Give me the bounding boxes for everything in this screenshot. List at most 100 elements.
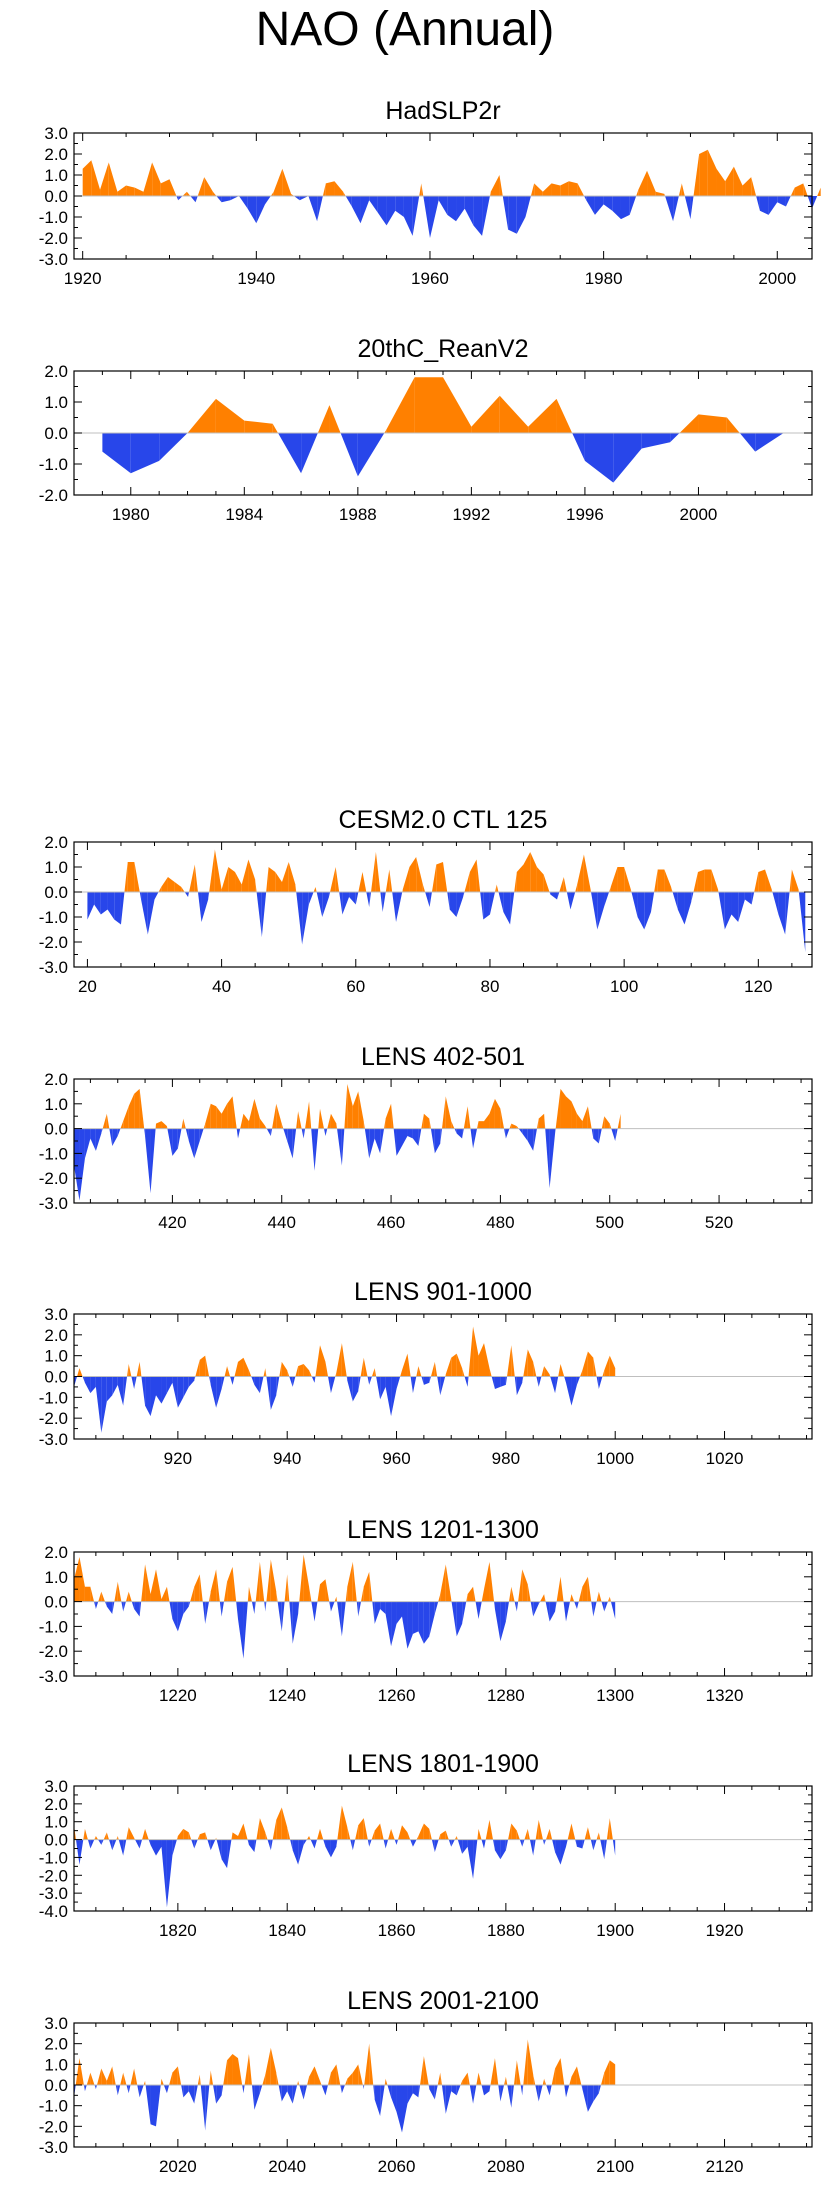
negative-segment (145, 1376, 151, 1417)
positive-segment (391, 1103, 394, 1129)
negative-segment (266, 1376, 271, 1410)
negative-segment (530, 1601, 534, 1617)
positive-segment (467, 2072, 470, 2085)
positive-segment (288, 862, 296, 892)
y-tick-label: -2.0 (39, 1409, 68, 1428)
negative-segment (166, 1376, 173, 1394)
positive-segment (284, 1574, 288, 1602)
negative-segment (385, 1839, 389, 1849)
negative-segment (448, 1839, 452, 1847)
chart-title: LENS 1801-1900 (347, 1750, 539, 1778)
negative-segment (347, 1376, 353, 1402)
negative-segment (518, 1128, 523, 1134)
negative-segment (172, 1376, 178, 1408)
positive-segment (508, 1586, 512, 1602)
negative-segment (259, 2085, 263, 2094)
negative-segment (247, 1839, 249, 1845)
negative-segment (601, 1601, 605, 1612)
negative-segment (576, 1376, 581, 1385)
positive-segment (83, 1828, 85, 1840)
positive-segment (355, 1825, 359, 1840)
negative-segment (429, 196, 439, 238)
negative-segment (447, 196, 457, 222)
positive-segment (309, 1101, 312, 1129)
positive-segment (195, 1359, 200, 1377)
negative-segment (117, 1128, 121, 1137)
negative-segment (84, 1376, 91, 1394)
negative-segment (391, 1376, 397, 1417)
positive-segment (265, 2047, 271, 2085)
negative-segment (431, 1839, 435, 1853)
positive-segment (172, 2066, 178, 2085)
positive-segment (327, 2072, 331, 2085)
y-tick-label: -3.0 (39, 1194, 68, 1213)
negative-segment (145, 2085, 151, 2125)
positive-segment (123, 2072, 127, 2085)
negative-segment (582, 1839, 585, 1849)
negative-segment (566, 1376, 572, 1406)
positive-segment (423, 1113, 430, 1129)
negative-segment (467, 1839, 474, 1879)
negative-segment (216, 2085, 222, 2104)
chart-title: CESM2.0 CTL 125 (339, 806, 548, 834)
negative-segment (191, 1839, 195, 1849)
negative-segment (739, 433, 756, 452)
negative-segment (90, 1839, 95, 1849)
positive-segment (262, 2074, 266, 2085)
negative-segment (128, 2085, 131, 2094)
positive-segment (210, 1569, 217, 1602)
positive-segment (240, 1113, 244, 1129)
negative-segment (369, 196, 378, 213)
negative-segment (342, 892, 350, 915)
positive-segment (456, 1353, 463, 1377)
x-tick-label: 1280 (487, 1686, 525, 1705)
negative-segment (201, 892, 209, 922)
negative-segment (216, 196, 222, 203)
negative-segment (593, 1128, 599, 1144)
positive-segment (490, 2058, 495, 2085)
positive-segment (197, 177, 205, 196)
positive-segment (139, 1361, 142, 1377)
positive-segment (516, 1126, 519, 1129)
positive-segment (436, 862, 443, 892)
negative-segment (494, 1376, 501, 1389)
positive-segment (276, 1591, 278, 1602)
negative-segment (177, 1376, 184, 1408)
positive-segment (771, 889, 773, 892)
negative-segment (221, 196, 231, 203)
negative-segment (598, 1376, 603, 1389)
negative-segment (380, 2085, 385, 2116)
positive-segment (199, 1574, 203, 1602)
negative-segment (366, 892, 370, 907)
plot-frame (73, 1785, 813, 1912)
positive-segment (409, 857, 417, 892)
positive-segment (186, 191, 191, 196)
negative-area (94, 1601, 616, 1659)
positive-segment (318, 1108, 320, 1129)
positive-segment (307, 2076, 310, 2085)
positive-segment (221, 1103, 228, 1129)
negative-segment (308, 196, 318, 222)
negative-segment (167, 1128, 173, 1156)
y-tick-label: 2.0 (44, 833, 68, 852)
positive-segment (609, 887, 611, 892)
positive-segment (363, 1571, 370, 1602)
negative-segment (270, 1128, 273, 1137)
negative-segment (139, 892, 142, 900)
negative-segment (434, 2085, 438, 2100)
negative-segment (339, 892, 343, 915)
negative-segment (650, 892, 655, 912)
positive-segment (617, 1113, 621, 1129)
positive-segment (551, 183, 561, 196)
positive-segment (341, 1805, 348, 1840)
positive-segment (335, 1372, 337, 1377)
positive-segment (243, 1823, 248, 1840)
positive-segment (216, 1569, 220, 1602)
negative-segment (290, 1839, 293, 1851)
negative-segment (134, 1376, 137, 1389)
negative-segment (94, 1601, 96, 1610)
positive-segment (388, 1828, 392, 1840)
negative-segment (310, 1839, 315, 1849)
positive-segment (375, 852, 381, 892)
y-tick-label: 1.0 (44, 1568, 68, 1587)
